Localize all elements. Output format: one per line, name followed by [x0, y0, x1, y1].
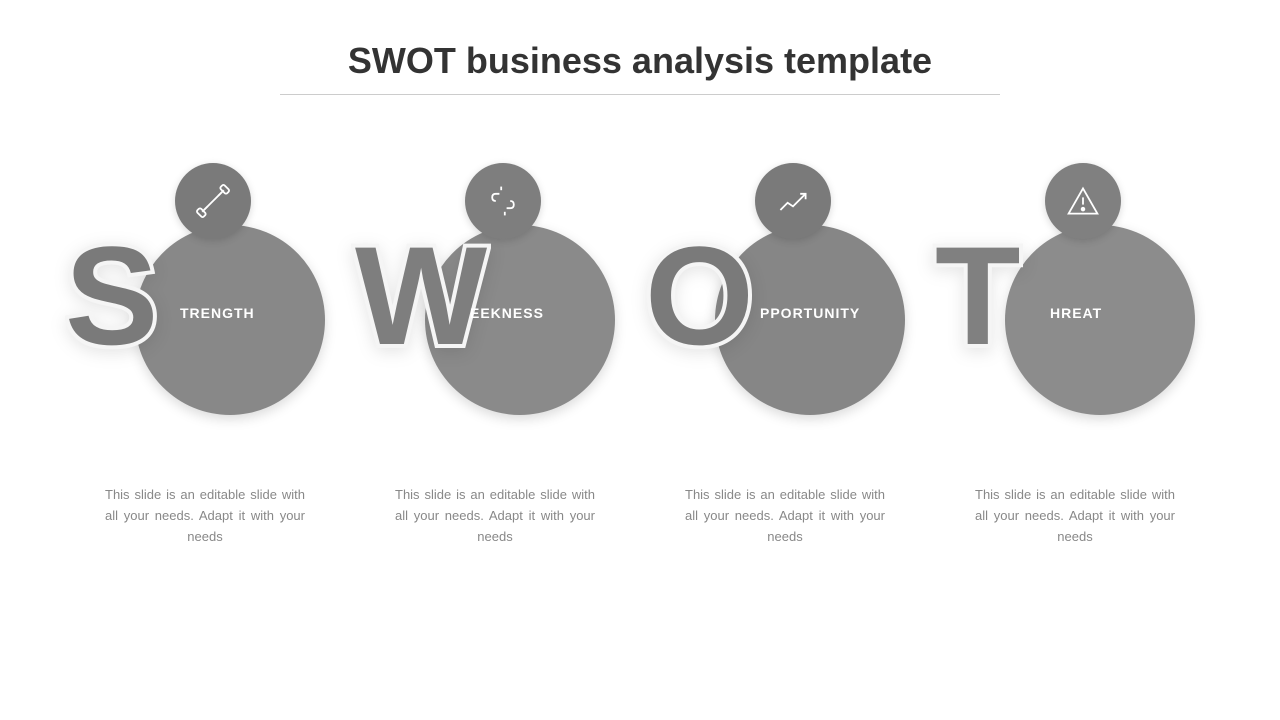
- weakness-icon-circle: [465, 163, 541, 239]
- swot-item-weakness: W EEKNESS: [365, 175, 625, 435]
- swot-row: S TRENGTH W EEKNESS O PPORTUNITY: [0, 175, 1280, 435]
- broken-link-icon: [485, 183, 521, 219]
- strength-label: TRENGTH: [180, 305, 255, 321]
- threat-icon-circle: [1045, 163, 1121, 239]
- opportunity-letter: O: [645, 215, 754, 377]
- strength-letter: S: [65, 215, 158, 377]
- weakness-label: EEKNESS: [470, 305, 544, 321]
- threat-description: This slide is an editable slide with all…: [945, 485, 1205, 547]
- opportunity-icon-circle: [755, 163, 831, 239]
- swot-item-opportunity: O PPORTUNITY: [655, 175, 915, 435]
- descriptions-row: This slide is an editable slide with all…: [0, 485, 1280, 547]
- threat-letter: T: [935, 215, 1021, 377]
- threat-label: HREAT: [1050, 305, 1102, 321]
- slide-title: SWOT business analysis template: [0, 0, 1280, 82]
- opportunity-description: This slide is an editable slide with all…: [655, 485, 915, 547]
- swot-item-threat: T HREAT: [945, 175, 1205, 435]
- strength-description: This slide is an editable slide with all…: [75, 485, 335, 547]
- title-divider: [280, 94, 1000, 95]
- weakness-letter: W: [355, 215, 487, 377]
- arrow-up-icon: [775, 183, 811, 219]
- weakness-description: This slide is an editable slide with all…: [365, 485, 625, 547]
- swot-item-strength: S TRENGTH: [75, 175, 335, 435]
- warning-icon: [1065, 183, 1101, 219]
- strength-icon-circle: [175, 163, 251, 239]
- opportunity-label: PPORTUNITY: [760, 305, 860, 321]
- dumbbell-icon: [195, 183, 231, 219]
